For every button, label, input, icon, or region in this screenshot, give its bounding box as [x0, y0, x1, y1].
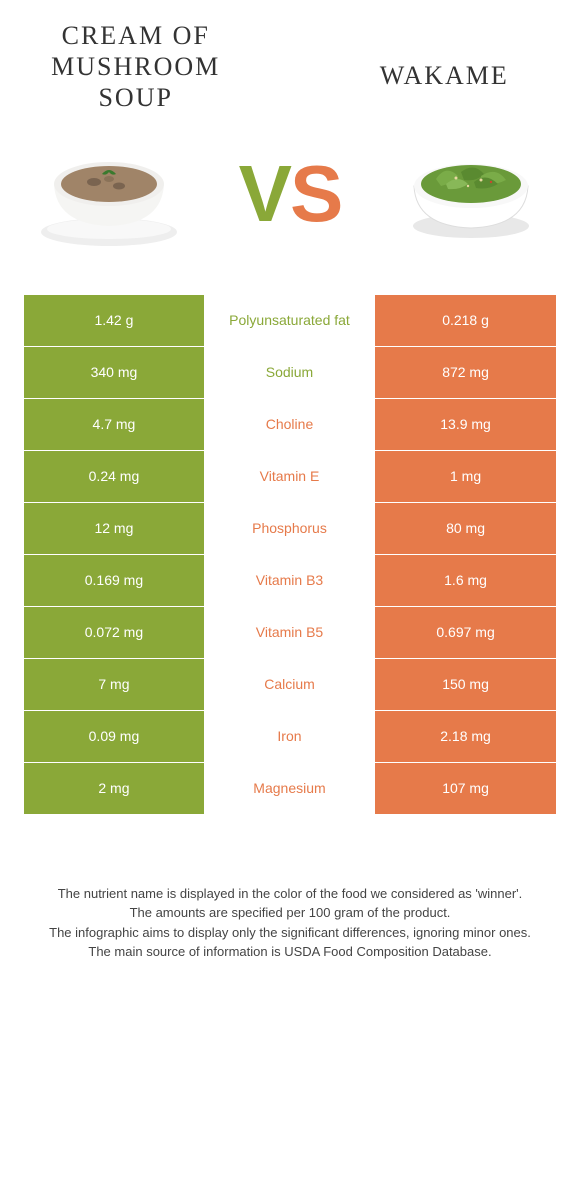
table-row: 4.7 mgCholine13.9 mg — [24, 398, 556, 450]
nutrient-label: Sodium — [205, 347, 375, 398]
value-left: 12 mg — [24, 503, 205, 554]
table-row: 0.24 mgVitamin E1 mg — [24, 450, 556, 502]
table-row: 7 mgCalcium150 mg — [24, 658, 556, 710]
nutrient-label: Choline — [205, 399, 375, 450]
soup-image — [24, 134, 194, 254]
titles-row: Cream of mushroom soup Wakame — [24, 20, 556, 114]
nutrient-label: Calcium — [205, 659, 375, 710]
footer-line-3: The infographic aims to display only the… — [34, 923, 546, 943]
footer-line-1: The nutrient name is displayed in the co… — [34, 884, 546, 904]
footer-line-4: The main source of information is USDA F… — [34, 942, 546, 962]
value-left: 0.072 mg — [24, 607, 205, 658]
nutrient-label: Polyunsaturated fat — [205, 295, 375, 346]
footer-line-2: The amounts are specified per 100 gram o… — [34, 903, 546, 923]
value-right: 2.18 mg — [375, 711, 556, 762]
table-row: 12 mgPhosphorus80 mg — [24, 502, 556, 554]
vs-label: VS — [239, 148, 342, 240]
value-right: 1.6 mg — [375, 555, 556, 606]
value-right: 1 mg — [375, 451, 556, 502]
table-row: 0.072 mgVitamin B50.697 mg — [24, 606, 556, 658]
infographic-container: Cream of mushroom soup Wakame VS — [0, 0, 580, 982]
value-right: 13.9 mg — [375, 399, 556, 450]
table-row: 1.42 gPolyunsaturated fat0.218 g — [24, 294, 556, 346]
value-left: 1.42 g — [24, 295, 205, 346]
table-row: 2 mgMagnesium107 mg — [24, 762, 556, 814]
value-right: 0.697 mg — [375, 607, 556, 658]
vs-s-letter: S — [290, 149, 341, 238]
table-row: 340 mgSodium872 mg — [24, 346, 556, 398]
value-left: 0.24 mg — [24, 451, 205, 502]
value-left: 0.09 mg — [24, 711, 205, 762]
table-row: 0.169 mgVitamin B31.6 mg — [24, 554, 556, 606]
footer-notes: The nutrient name is displayed in the co… — [24, 884, 556, 962]
nutrient-label: Vitamin B5 — [205, 607, 375, 658]
value-left: 2 mg — [24, 763, 205, 814]
value-right: 0.218 g — [375, 295, 556, 346]
value-right: 150 mg — [375, 659, 556, 710]
nutrient-label: Phosphorus — [205, 503, 375, 554]
food-title-left: Cream of mushroom soup — [24, 20, 247, 114]
nutrition-table: 1.42 gPolyunsaturated fat0.218 g340 mgSo… — [24, 294, 556, 814]
images-row: VS — [24, 134, 556, 254]
value-left: 340 mg — [24, 347, 205, 398]
value-left: 0.169 mg — [24, 555, 205, 606]
wakame-image — [386, 134, 556, 254]
value-left: 4.7 mg — [24, 399, 205, 450]
food-title-right: Wakame — [333, 20, 556, 91]
table-row: 0.09 mgIron2.18 mg — [24, 710, 556, 762]
nutrient-label: Vitamin B3 — [205, 555, 375, 606]
value-right: 107 mg — [375, 763, 556, 814]
value-right: 872 mg — [375, 347, 556, 398]
value-left: 7 mg — [24, 659, 205, 710]
nutrient-label: Iron — [205, 711, 375, 762]
value-right: 80 mg — [375, 503, 556, 554]
vs-v-letter: V — [239, 149, 290, 238]
nutrient-label: Vitamin E — [205, 451, 375, 502]
nutrient-label: Magnesium — [205, 763, 375, 814]
